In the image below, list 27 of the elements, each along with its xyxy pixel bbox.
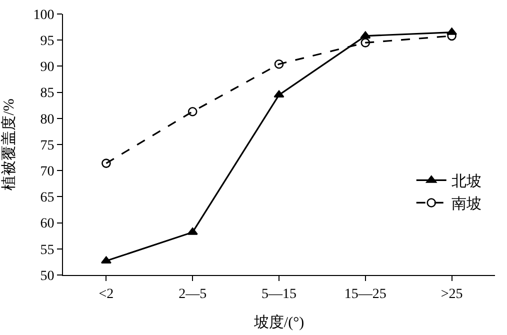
y-tick-label: 60 [40, 216, 54, 232]
legend-label: 南坡 [451, 196, 482, 213]
x-tick-label: >25 [440, 286, 463, 302]
y-tick-label: 95 [40, 34, 54, 49]
point [274, 59, 284, 69]
point [360, 38, 370, 48]
legend-label: 北坡 [451, 173, 482, 190]
y-tick-label: 90 [40, 60, 54, 76]
y-tick-label: 65 [40, 190, 54, 206]
y-tick-label: 70 [40, 164, 54, 180]
x-tick-label: 5—15 [262, 286, 296, 302]
y-tick-label: 50 [40, 268, 54, 284]
point [102, 158, 111, 168]
x-tick-label: 2—5 [178, 286, 207, 302]
y-tick-label: 55 [40, 242, 54, 258]
y-tick-label: 80 [40, 112, 54, 128]
y-axis-title: 植被覆盖度/% [0, 98, 18, 190]
y-tick-label: 75 [40, 138, 54, 154]
x-axis-title: 坡度/(°) [252, 314, 304, 331]
point [274, 90, 284, 98]
y-tick-label: 85 [40, 86, 54, 102]
point [360, 31, 371, 39]
x-tick-label: 15—25 [344, 286, 386, 302]
y-tick-label: 100 [33, 8, 54, 23]
point [100, 256, 112, 264]
x-tick-label: <2 [98, 286, 114, 302]
point [188, 106, 198, 116]
